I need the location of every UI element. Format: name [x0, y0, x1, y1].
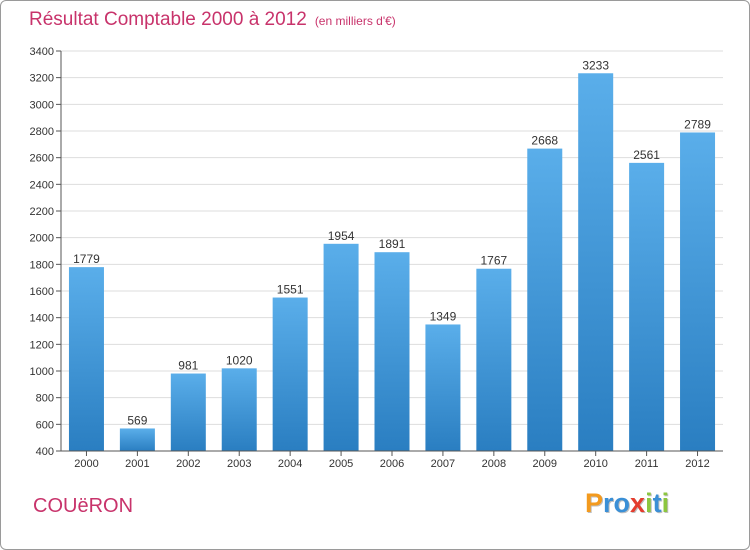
data-label: 1349 — [430, 309, 457, 323]
y-tick-label: 600 — [36, 419, 54, 431]
chart-subtitle: (en milliers d'€) — [314, 14, 396, 28]
axes: 400 600 800 1000 1200 1400 1600 1800 2000 2200 240… — [30, 46, 723, 470]
y-tick-label: 2800 — [30, 126, 54, 138]
bar — [476, 268, 512, 451]
data-label: 1954 — [328, 229, 355, 243]
data-label: 2668 — [531, 134, 558, 148]
y-tick-label: 2400 — [30, 179, 54, 191]
x-tick-label: 2007 — [431, 458, 455, 470]
x-tick-label: 2010 — [583, 458, 607, 470]
data-label: 3233 — [582, 58, 609, 72]
y-tick-label: 1000 — [30, 366, 54, 378]
x-tick-label: 2004 — [278, 458, 302, 470]
y-tick-label: 3400 — [30, 46, 54, 58]
y-tick-label: 1400 — [30, 313, 54, 325]
bar — [221, 368, 257, 451]
data-label: 569 — [127, 413, 147, 427]
bar — [578, 73, 614, 452]
x-tick-label: 2001 — [125, 458, 149, 470]
data-label: 2561 — [633, 148, 660, 162]
x-tick-label: 2009 — [533, 458, 557, 470]
x-tick-label: 2002 — [176, 458, 200, 470]
y-tick-label: 2000 — [30, 233, 54, 245]
proxiti-logo: Proxiti — [585, 488, 669, 519]
x-tick-label: 2005 — [329, 458, 353, 470]
bar — [425, 324, 461, 451]
y-tick-label: 1200 — [30, 339, 54, 351]
bar — [323, 243, 359, 451]
logo-letter: P — [585, 488, 604, 518]
data-label: 1020 — [226, 353, 253, 367]
x-tick-label: 2012 — [685, 458, 709, 470]
y-tick-label: 3000 — [30, 99, 54, 111]
bar — [374, 252, 410, 451]
x-tick-label: 2008 — [482, 458, 506, 470]
bar — [272, 297, 308, 451]
bar — [170, 373, 206, 451]
logo-letter: x — [630, 488, 646, 518]
chart-title: Résultat Comptable 2000 à 2012 (en millie… — [29, 9, 396, 31]
y-tick-label: 400 — [36, 446, 54, 458]
y-tick-label: 2200 — [30, 206, 54, 218]
logo-letter: r — [603, 488, 614, 518]
x-tick-label: 2003 — [227, 458, 251, 470]
bar — [119, 428, 155, 451]
data-label: 1779 — [73, 252, 100, 266]
logo-letter: i — [645, 488, 653, 518]
data-label: 1551 — [277, 283, 304, 297]
y-tick-label: 800 — [36, 393, 54, 405]
y-tick-label: 2600 — [30, 153, 54, 165]
data-label: 1767 — [480, 254, 507, 268]
data-label: 981 — [178, 359, 198, 373]
logo-letter: t — [652, 488, 662, 518]
y-tick-label: 3200 — [30, 73, 54, 85]
logo-letter: o — [613, 488, 631, 518]
bar — [629, 162, 665, 451]
town-name: COUëRON — [33, 495, 134, 517]
y-tick-label: 1600 — [30, 286, 54, 298]
bars: 1779 569 981 1020 1551 1954 1891 1349 1767 2668 32… — [68, 58, 716, 452]
x-tick-label: 2006 — [380, 458, 404, 470]
logo-letter: i — [661, 488, 670, 518]
data-label: 2789 — [684, 117, 711, 131]
bar — [68, 267, 104, 451]
chart-title-text: Résultat Comptable 2000 à 2012 — [29, 9, 307, 30]
x-tick-label: 2011 — [635, 458, 659, 470]
y-tick-label: 1800 — [30, 259, 54, 271]
data-label: 1891 — [379, 237, 406, 251]
bar — [680, 132, 716, 451]
bar — [527, 148, 563, 451]
x-tick-label: 2000 — [74, 458, 98, 470]
